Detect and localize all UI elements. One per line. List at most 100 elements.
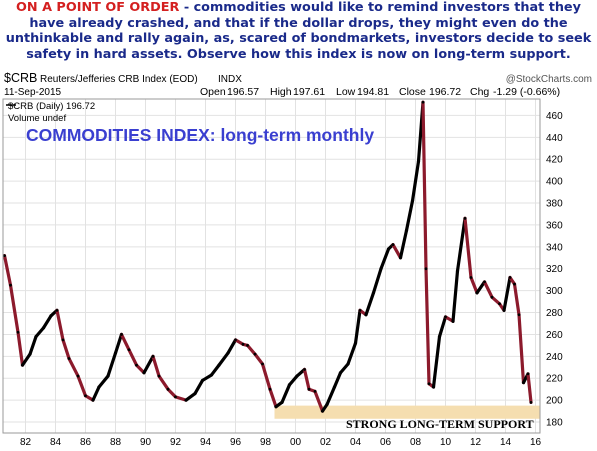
- price-segment: [526, 372, 533, 404]
- plot-area: [3, 99, 540, 433]
- price-point: [508, 276, 512, 279]
- caption: ON A POINT OF ORDER - commodities would …: [0, 0, 597, 62]
- price-segment: [106, 351, 118, 378]
- price-point: [391, 243, 395, 247]
- x-tick-label: 10: [440, 437, 452, 448]
- price-point: [432, 385, 435, 389]
- price-point: [339, 371, 342, 375]
- header-chg-value: -1.29 (-0.66%): [493, 86, 560, 98]
- x-axis-ticks: 82 84 86 88 90 92 94 96 98 00 02 04 06 08 10 12 14 16: [20, 437, 542, 448]
- price-segment: [217, 351, 230, 367]
- y-tick-label: 260: [546, 330, 563, 341]
- y-tick-label: 420: [546, 155, 563, 166]
- price-point: [9, 283, 12, 287]
- price-segment: [260, 362, 272, 391]
- price-point: [387, 247, 390, 251]
- header-date: 11-Sep-2015: [4, 87, 62, 98]
- price-segment: [76, 374, 88, 398]
- x-tick-label: 12: [470, 437, 482, 448]
- price-segment: [142, 354, 155, 375]
- y-tick-label: 300: [546, 286, 563, 297]
- price-segment: [512, 282, 521, 317]
- price-segment: [437, 315, 448, 339]
- price-point: [490, 295, 494, 299]
- x-tick-label: 96: [230, 437, 242, 448]
- price-series: [2, 100, 533, 413]
- price-point: [3, 254, 6, 257]
- caption-rest: - commodities would like to remind inves…: [5, 0, 592, 62]
- price-point: [444, 315, 447, 319]
- price-point: [241, 342, 245, 346]
- price-point: [28, 352, 32, 356]
- price-segment: [184, 391, 197, 402]
- header-index-name: Reuters/Jefferies CRB Index (EOD): [40, 74, 198, 85]
- x-tick-label: 92: [170, 437, 182, 448]
- price-segment: [2, 253, 13, 287]
- price-point: [114, 351, 117, 355]
- price-segment: [502, 275, 512, 312]
- header-high-label: High: [270, 86, 292, 98]
- price-segment: [16, 330, 25, 367]
- price-segment: [332, 371, 343, 389]
- y-tick-label: 200: [546, 396, 563, 407]
- price-point: [16, 330, 20, 334]
- price-point: [427, 382, 431, 386]
- header-symbol: $CRB: [4, 71, 37, 85]
- price-segment: [113, 332, 124, 355]
- x-tick-label: 84: [50, 437, 62, 448]
- price-point: [67, 357, 71, 360]
- price-point: [364, 313, 368, 317]
- x-tick-label: 16: [530, 437, 542, 448]
- header-low-value: 194.81: [357, 86, 389, 98]
- price-point: [210, 373, 213, 377]
- y-tick-label: 340: [546, 242, 563, 253]
- price-point: [438, 335, 441, 339]
- price-segment: [431, 335, 442, 389]
- price-point: [475, 291, 479, 295]
- x-tick-label: 02: [320, 437, 332, 448]
- price-point: [405, 229, 408, 232]
- x-tick-label: 90: [140, 437, 152, 448]
- y-tick-label: 320: [546, 264, 563, 275]
- price-point: [483, 280, 486, 284]
- price-point: [517, 313, 521, 317]
- price-segment: [410, 159, 421, 203]
- header-exchange: INDX: [218, 74, 242, 85]
- price-segment: [490, 295, 502, 306]
- price-point: [166, 387, 170, 391]
- price-segment: [91, 385, 101, 402]
- price-point: [372, 291, 375, 295]
- price-segment: [134, 363, 146, 375]
- price-point: [261, 362, 264, 366]
- price-segment: [353, 308, 362, 345]
- price-segment: [8, 283, 20, 334]
- price-segment: [302, 367, 311, 391]
- price-segment: [34, 326, 46, 339]
- price-point: [142, 371, 146, 375]
- price-point: [399, 256, 402, 260]
- header-close-value: 196.72: [429, 86, 461, 98]
- price-point: [456, 269, 459, 273]
- price-point: [498, 302, 501, 306]
- y-tick-label: 440: [546, 133, 563, 144]
- price-segment: [391, 243, 403, 260]
- price-segment: [119, 332, 131, 352]
- price-segment: [173, 395, 188, 402]
- price-segment: [41, 314, 53, 330]
- price-point: [313, 389, 317, 393]
- x-tick-label: 94: [200, 437, 212, 448]
- price-point: [21, 363, 24, 367]
- price-segment: [338, 362, 350, 375]
- support-band: [274, 405, 540, 419]
- price-point: [201, 379, 204, 382]
- price-segment: [200, 373, 214, 383]
- x-tick-label: 14: [500, 437, 512, 448]
- price-segment: [421, 100, 428, 271]
- x-tick-label: 06: [380, 437, 392, 448]
- price-segment: [253, 352, 265, 366]
- price-segment: [482, 280, 494, 299]
- price-segment: [371, 267, 383, 295]
- y-tick-label: 280: [546, 308, 563, 319]
- y-tick-label: 180: [546, 418, 563, 429]
- price-segment: [151, 354, 161, 378]
